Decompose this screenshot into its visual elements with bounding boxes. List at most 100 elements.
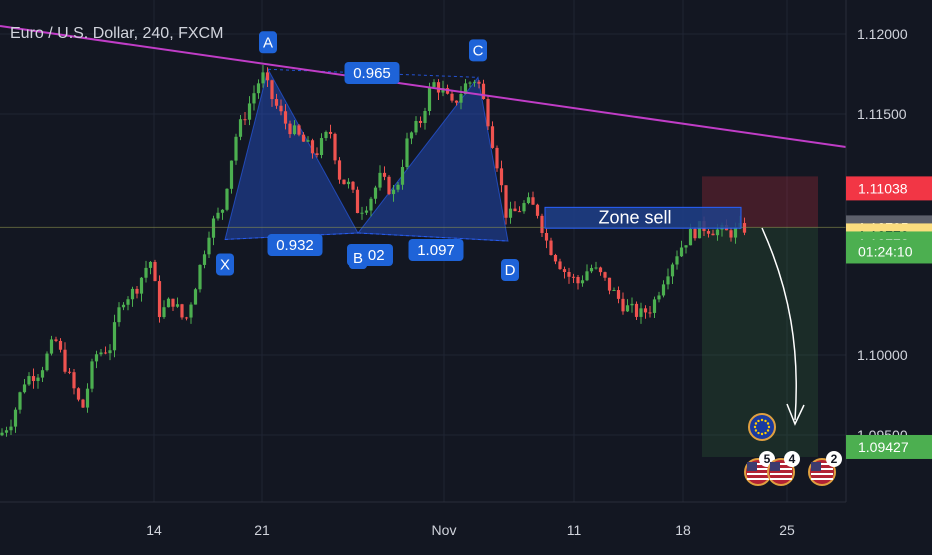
candle-bear xyxy=(540,215,544,234)
candle-bear xyxy=(603,272,607,278)
price-tags: 1.110381.107951.107791.1077801:24:101.09… xyxy=(846,176,932,459)
candle-bear xyxy=(333,133,337,161)
eu-star xyxy=(767,425,771,429)
candle-bear xyxy=(616,290,621,299)
candle-bull xyxy=(670,264,675,277)
candle-bull xyxy=(652,299,657,313)
candle-bear xyxy=(553,255,558,262)
candle-bull xyxy=(589,267,594,272)
candle-bear xyxy=(706,231,711,234)
eu-star xyxy=(764,419,767,423)
candle-bear xyxy=(265,72,270,81)
candle-bull xyxy=(220,209,225,213)
candle-bear xyxy=(72,372,76,389)
candle-bull xyxy=(198,264,202,290)
candle-bear xyxy=(562,269,567,273)
pattern-point-d: D xyxy=(501,259,519,282)
candle-bull xyxy=(252,93,256,104)
candle-bear xyxy=(270,80,274,100)
price-tag-target: 1.09427 xyxy=(846,434,932,459)
ratio-label: 1.097 xyxy=(417,242,455,259)
resistance-trendline[interactable] xyxy=(0,25,847,148)
pattern-point-badge xyxy=(259,31,277,54)
candle-bear xyxy=(481,83,486,100)
candle-bull xyxy=(409,132,414,139)
eu-star xyxy=(766,429,770,432)
candle-bear xyxy=(598,267,603,273)
candle-bear xyxy=(310,140,315,154)
candle-bear xyxy=(436,82,441,93)
time-ticks: 14 21 Nov 11 18 25 xyxy=(146,522,795,538)
candle-bull xyxy=(657,295,661,300)
sell-zone[interactable]: Zone sell xyxy=(544,206,742,229)
candle-bull xyxy=(292,125,297,135)
pattern-point-label: D xyxy=(505,262,516,279)
candle-bull xyxy=(94,354,99,362)
pattern-triangle-bcd[interactable] xyxy=(357,76,509,242)
candle-bear xyxy=(382,172,387,177)
candle-bear xyxy=(274,99,279,106)
candle-bull xyxy=(580,280,585,284)
harmonic-pattern[interactable] xyxy=(224,67,509,242)
candle-bear xyxy=(558,261,562,270)
ratio-label: 0.932 xyxy=(276,237,314,254)
event-eu[interactable] xyxy=(748,413,776,441)
candle-bull xyxy=(162,307,166,318)
candle-bear xyxy=(621,298,625,312)
economic-events[interactable]: 5 4 2 xyxy=(744,413,842,486)
candle-bull xyxy=(225,188,229,210)
ratio-xb: 0.932 xyxy=(267,234,323,256)
candle-bear xyxy=(513,208,517,212)
pattern-point-badge xyxy=(469,39,487,62)
candle-bear xyxy=(355,189,360,214)
candle-bull xyxy=(472,81,477,83)
projection-arrow[interactable] xyxy=(761,227,805,426)
candle-bull xyxy=(423,110,427,123)
projection-curve[interactable] xyxy=(761,227,797,421)
candle-bull xyxy=(36,377,40,382)
candle-bull xyxy=(27,376,31,385)
price-tag-bg xyxy=(846,434,932,459)
candle-bear xyxy=(499,168,504,186)
grid xyxy=(0,0,846,502)
candle-bear xyxy=(693,228,697,239)
price-tag-text: 1.11038 xyxy=(858,180,908,196)
candle-bear xyxy=(279,105,283,112)
sell-zone-label: Zone sell xyxy=(598,207,671,227)
pattern-point-label: X xyxy=(220,256,230,273)
price-tick-label: 1.12000 xyxy=(857,26,908,42)
candle-bull xyxy=(121,304,126,308)
eu-star xyxy=(757,431,760,435)
projection-arrowhead xyxy=(786,403,805,426)
candle-bear xyxy=(81,399,85,408)
candle-bull xyxy=(49,339,54,354)
price-tick-label: 1.10000 xyxy=(857,347,908,363)
candle-bull xyxy=(324,131,328,139)
candle-bear xyxy=(283,111,288,124)
candle-bear xyxy=(135,288,139,294)
time-axis[interactable]: 14 21 Nov 11 18 25 xyxy=(0,501,932,550)
candle-bull xyxy=(468,82,472,84)
candle-bull xyxy=(207,237,211,255)
ratio-bd: 1.097 xyxy=(408,239,464,261)
ratio-label: 0.965 xyxy=(353,65,391,82)
pattern-point-badge xyxy=(216,253,234,276)
candle-bear xyxy=(342,179,346,185)
candle-bull xyxy=(715,229,720,236)
event-us3[interactable]: 2 xyxy=(808,451,842,486)
event-us2[interactable]: 4 xyxy=(767,451,800,486)
candle-bull xyxy=(0,432,4,436)
candle-bull xyxy=(144,267,148,278)
eu-star xyxy=(760,418,764,422)
time-tick-label: 14 xyxy=(146,522,162,538)
candle-bear xyxy=(495,147,499,169)
eu-star xyxy=(754,422,758,425)
sell-zone-box[interactable] xyxy=(544,206,742,229)
eu-star xyxy=(766,422,770,425)
candle-bull xyxy=(463,83,468,94)
time-tick-label: 11 xyxy=(567,522,582,538)
candle-bear xyxy=(648,312,652,314)
